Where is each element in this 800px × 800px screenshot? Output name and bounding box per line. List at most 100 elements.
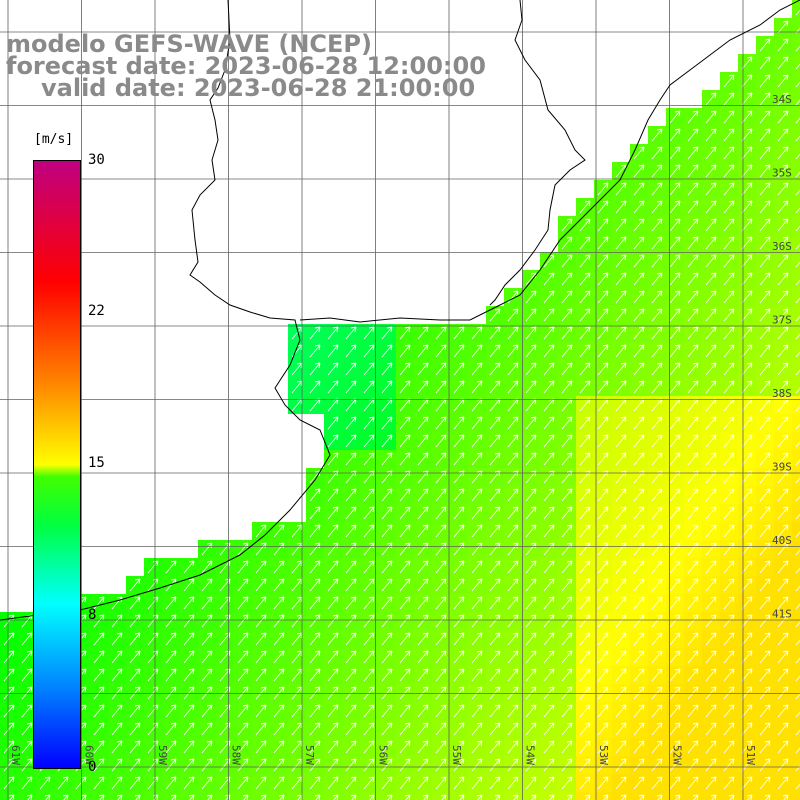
wind-arrow [129, 650, 141, 664]
wind-arrow [633, 506, 645, 520]
longitude-label: 60W [83, 745, 96, 765]
wind-speed-cell [792, 612, 800, 630]
wind-arrow [255, 650, 267, 664]
wind-arrow [237, 686, 249, 700]
wind-arrow [723, 308, 735, 322]
wind-arrow [237, 704, 249, 718]
wind-arrow [705, 650, 717, 664]
wind-arrow [327, 650, 339, 664]
wind-arrow [561, 434, 573, 448]
wind-arrow [327, 740, 339, 754]
wind-arrow [633, 452, 645, 466]
wind-arrow [183, 668, 195, 682]
wind-arrow [314, 794, 321, 800]
wind-arrow [165, 686, 177, 700]
wind-arrow [741, 272, 753, 286]
wind-arrow [597, 632, 609, 646]
wind-arrow [795, 693, 800, 700]
wind-arrow [615, 740, 627, 754]
wind-arrow [579, 254, 591, 268]
wind-arrow [723, 362, 735, 376]
wind-arrow [435, 560, 447, 574]
wind-arrow [795, 351, 800, 358]
wind-arrow [111, 704, 123, 718]
wind-arrow [561, 596, 573, 610]
wind-arrow [147, 776, 159, 790]
wind-arrow [170, 794, 177, 800]
wind-arrow [777, 254, 789, 268]
wind-arrow [615, 614, 627, 628]
wind-arrow [507, 542, 519, 556]
wind-arrow [386, 794, 393, 800]
wind-arrow [453, 506, 465, 520]
wind-arrow [399, 632, 411, 646]
wind-arrow [21, 776, 33, 790]
wind-arrow [597, 218, 609, 232]
wind-arrow [741, 182, 753, 196]
wind-arrow [746, 794, 753, 800]
wind-arrow [651, 416, 663, 430]
wind-arrow [638, 794, 645, 800]
wind-arrow [417, 614, 429, 628]
wind-arrow [777, 722, 789, 736]
wind-arrow [615, 344, 627, 358]
wind-arrow [687, 236, 699, 250]
wind-arrow [741, 164, 753, 178]
wind-arrow [633, 290, 645, 304]
wind-arrow [237, 776, 249, 790]
wind-arrow [453, 434, 465, 448]
wind-arrow [741, 740, 753, 754]
wind-speed-cell [792, 270, 800, 288]
wind-arrow [795, 207, 800, 214]
wind-arrow [705, 434, 717, 448]
wind-arrow [561, 290, 573, 304]
wind-arrow [759, 110, 771, 124]
wind-arrow [165, 758, 177, 772]
wind-arrow [345, 668, 357, 682]
wind-arrow [561, 650, 573, 664]
wind-arrow [705, 758, 717, 772]
wind-arrow [93, 776, 105, 790]
wind-arrow [201, 614, 213, 628]
wind-arrow [795, 189, 800, 196]
wind-arrow [345, 650, 357, 664]
wind-arrow [129, 614, 141, 628]
wind-arrow [273, 704, 285, 718]
wind-arrow [543, 776, 555, 790]
wind-arrow [759, 182, 771, 196]
wind-arrow [345, 362, 357, 376]
wind-arrow [183, 704, 195, 718]
wind-arrow [381, 524, 393, 538]
wind-arrow [795, 477, 800, 484]
wind-arrow [669, 236, 681, 250]
wind-arrow [723, 218, 735, 232]
wind-arrow [723, 632, 735, 646]
wind-arrow [3, 668, 15, 682]
wind-arrow [435, 344, 447, 358]
wind-arrow [525, 560, 537, 574]
wind-arrow [633, 668, 645, 682]
wind-speed-cell [792, 684, 800, 702]
wind-arrow [489, 434, 501, 448]
wind-arrow [741, 542, 753, 556]
longitude-label: 55W [450, 745, 463, 765]
wind-arrow [350, 794, 357, 800]
wind-arrow [687, 200, 699, 214]
wind-arrow [795, 45, 800, 52]
wind-arrow [597, 686, 609, 700]
wind-arrow [363, 452, 375, 466]
wind-arrow [525, 632, 537, 646]
wind-arrow [795, 783, 800, 790]
wind-arrow [705, 380, 717, 394]
wind-arrow [579, 758, 591, 772]
wind-arrow [633, 704, 645, 718]
wind-arrow [399, 326, 411, 340]
wind-arrow [579, 578, 591, 592]
wind-arrow [777, 542, 789, 556]
wind-arrow [759, 344, 771, 358]
wind-arrow [327, 614, 339, 628]
wind-speed-cell [792, 702, 800, 720]
wind-speed-cell [792, 234, 800, 252]
valid-date: valid date: 2023-06-28 21:00:00 [41, 74, 476, 102]
wind-arrow [183, 776, 195, 790]
